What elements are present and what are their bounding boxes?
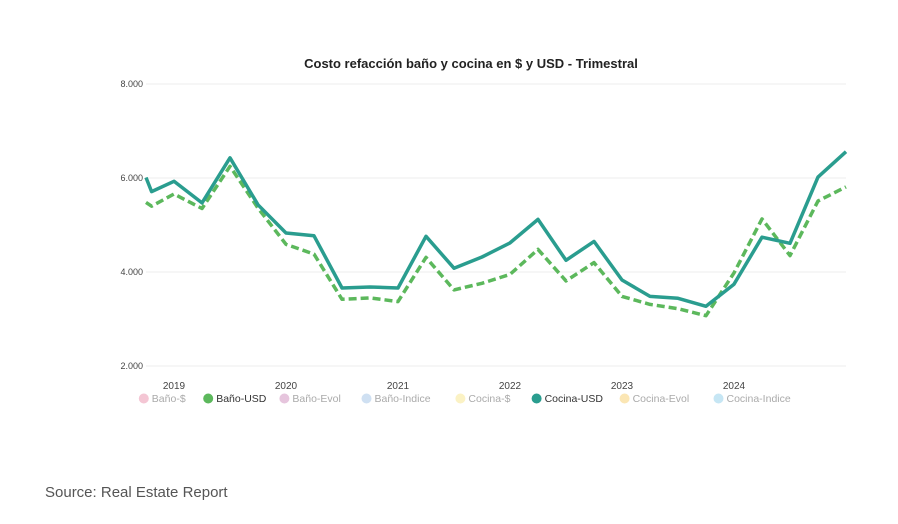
legend-item[interactable]: Baño-USD: [203, 393, 267, 405]
legend-marker: [531, 393, 542, 404]
legend-item[interactable]: Cocina-USD: [531, 393, 604, 405]
series-line-cocina-usd: [144, 150, 848, 309]
legend-item[interactable]: Baño-$: [138, 393, 186, 405]
legend-label: Baño-Indice: [375, 393, 431, 405]
legend-item[interactable]: Baño-Indice: [361, 393, 431, 405]
legend-marker: [203, 393, 214, 404]
legend-label: Baño-USD: [216, 393, 267, 405]
x-tick-label: 2020: [275, 381, 298, 392]
x-tick-label: 2023: [611, 381, 634, 392]
legend-item[interactable]: Cocina-Indice: [713, 393, 791, 405]
legend-marker: [619, 393, 630, 404]
legend-label: Cocina-Evol: [633, 393, 690, 405]
legend-marker: [361, 393, 372, 404]
legend-item[interactable]: Cocina-Evol: [619, 393, 690, 405]
legend-marker: [455, 393, 466, 404]
legend-marker: [138, 393, 149, 404]
legend-label: Cocina-Indice: [727, 393, 791, 405]
y-tick-label: 4.000: [120, 267, 143, 277]
legend-marker: [713, 393, 724, 404]
y-tick-label: 8.000: [120, 79, 143, 89]
x-tick-label: 2021: [387, 381, 410, 392]
legend-item[interactable]: Cocina-$: [455, 393, 511, 405]
legend-label: Baño-$: [152, 393, 186, 405]
legend-label: Baño-Evol: [292, 393, 340, 405]
y-tick-label: 2.000: [120, 361, 143, 371]
series-line-baño-usd: [145, 164, 847, 318]
chart-title: Costo refacción baño y cocina en $ y USD…: [304, 56, 638, 71]
legend-label: Cocina-$: [468, 393, 510, 405]
x-tick-label: 2024: [723, 381, 746, 392]
x-tick-label: 2022: [499, 381, 522, 392]
legend-item[interactable]: Baño-Evol: [279, 393, 341, 405]
source-caption: Source: Real Estate Report: [45, 484, 228, 501]
legend-marker: [279, 393, 290, 404]
legend-label: Cocina-USD: [545, 393, 604, 405]
x-tick-label: 2019: [163, 381, 186, 392]
y-tick-label: 6.000: [120, 173, 143, 183]
